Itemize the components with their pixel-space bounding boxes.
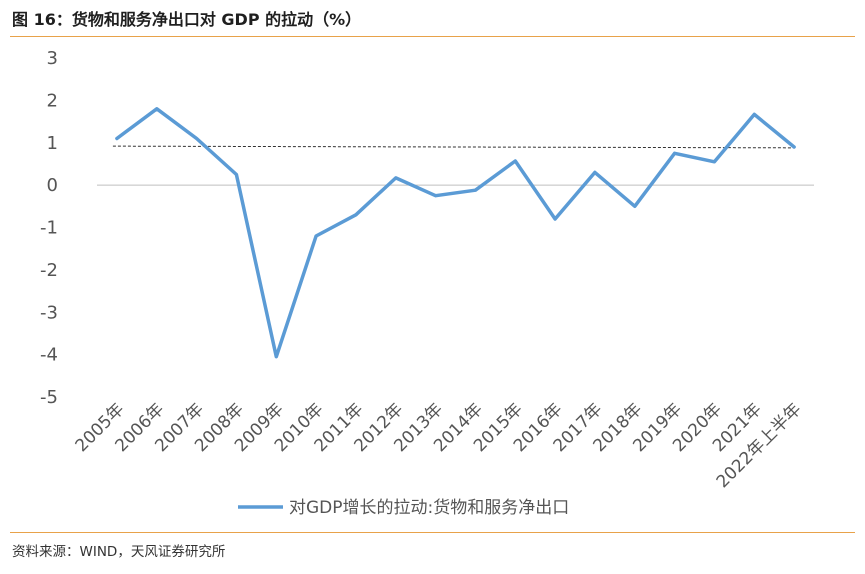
y-tick-label: -1 — [40, 218, 58, 239]
y-tick-label: 3 — [47, 48, 58, 69]
y-tick-label: 2 — [47, 90, 58, 111]
y-axis-ticks: 3 2 1 0 -1 -2 -3 -4 -5 — [40, 48, 58, 408]
y-tick-label: -2 — [40, 260, 58, 281]
y-tick-label: -3 — [40, 302, 58, 323]
series-line-net-exports — [115, 107, 796, 359]
source-note: 资料来源：WIND，天风证券研究所 — [12, 544, 226, 560]
source-divider — [10, 532, 855, 533]
y-tick-label: 1 — [47, 133, 58, 154]
legend: 对GDP增长的拉动:货物和服务净出口 — [238, 498, 569, 518]
y-tick-label: 0 — [47, 175, 58, 196]
dashed-reference-line — [112, 145, 795, 149]
y-tick-label: -5 — [40, 387, 58, 408]
title-divider — [10, 36, 855, 37]
figure-title: 图 16：货物和服务净出口对 GDP 的拉动（%） — [12, 10, 362, 29]
legend-label: 对GDP增长的拉动:货物和服务净出口 — [289, 498, 569, 518]
y-tick-label: -4 — [40, 345, 58, 366]
x-axis-ticks: 2005年2006年2007年2008年2009年2010年2011年2012年… — [72, 399, 806, 492]
